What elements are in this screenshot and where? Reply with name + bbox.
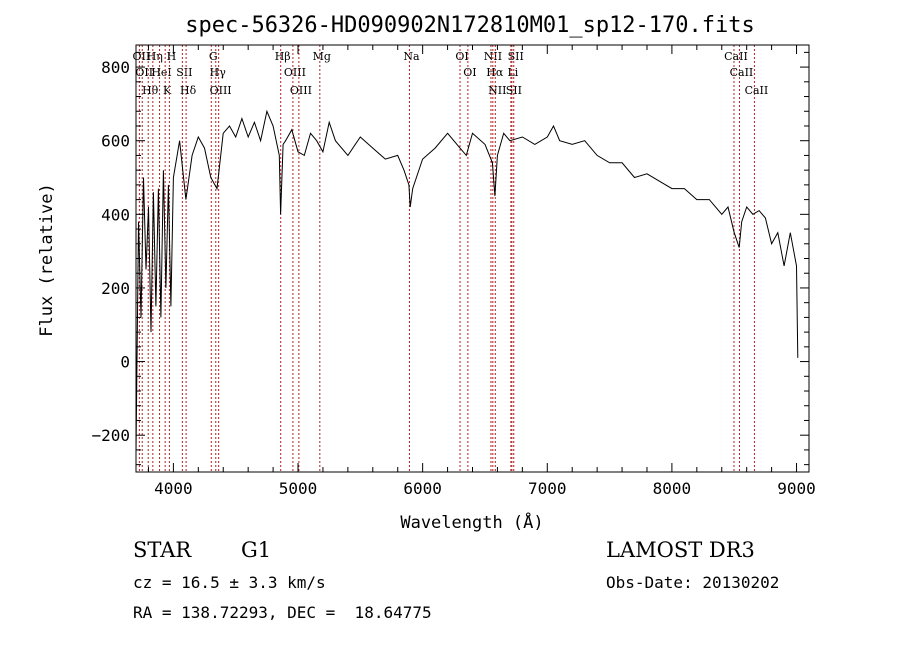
y-tick-label-2: 200 [101,279,130,298]
marker-label-20: Hα [486,66,504,79]
x-tick-label-2: 6000 [403,479,442,498]
x-tick-label-4: 8000 [653,479,692,498]
y-tick-label-4: 600 [101,132,130,151]
marker-label-19: NII [484,50,502,63]
x-tick-label-5: 9000 [777,479,816,498]
marker-label-18: OI [463,66,476,79]
marker-label-12: Hβ [275,50,291,63]
y-tick-label-0: −200 [91,426,130,445]
marker-label-15: Mg [313,50,331,63]
marker-label-27: CaII [745,84,769,97]
marker-label-24: SII [508,50,524,63]
marker-label-14: OIII [290,84,312,97]
y-tick-label-1: 0 [120,353,130,372]
marker-label-22: Li [507,66,518,79]
x-tick-label-0: 4000 [154,479,193,498]
y-tick-label-3: 400 [101,205,130,224]
marker-label-2: Hθ [142,84,159,97]
plot-frame [135,44,810,473]
marker-label-7: SII [176,66,192,79]
object-class: STAR [133,538,192,562]
marker-label-6: H [167,50,177,63]
marker-label-5: K [163,84,172,97]
coordinates: RA = 138.72293, DEC = 18.64775 [133,603,432,622]
marker-label-9: G [209,50,218,63]
object-subclass: G1 [241,538,272,562]
marker-label-26: CaII [730,66,754,79]
marker-label-3: Hη [147,50,163,63]
observation-date: Obs-Date: 20130202 [606,573,780,592]
marker-label-4: HeI [151,66,171,79]
marker-label-0: OII [133,50,151,63]
marker-label-25: CaII [724,50,748,63]
survey-name: LAMOST DR3 [606,538,755,562]
marker-label-8: Hδ [180,84,197,97]
x-axis-label: Wavelength (Å) [400,511,543,533]
marker-label-17: OI [455,50,468,63]
redshift-cz: cz = 16.5 ± 3.3 km/s [133,573,326,592]
x-axis-ticks: 4000 5000 6000 7000 8000 9000 [147,45,816,498]
x-tick-label-3: 7000 [528,479,567,498]
y-axis-label: Flux (relative) [37,183,57,337]
marker-label-21: NII [488,84,506,97]
y-tick-label-5: 800 [101,58,130,77]
spectrum-line [135,109,799,454]
marker-label-13: OIII [284,66,306,79]
x-tick-label-1: 5000 [279,479,318,498]
spectrum-chart: spec-56326-HD090902N172810M01_sp12-170.f… [37,13,816,533]
marker-label-16: Na [403,50,420,63]
marker-label-10: Hγ [210,66,227,79]
y-axis-ticks: −200 0 200 400 600 800 [91,51,809,466]
marker-label-11: OIII [210,84,232,97]
chart-title: spec-56326-HD090902N172810M01_sp12-170.f… [185,13,755,38]
